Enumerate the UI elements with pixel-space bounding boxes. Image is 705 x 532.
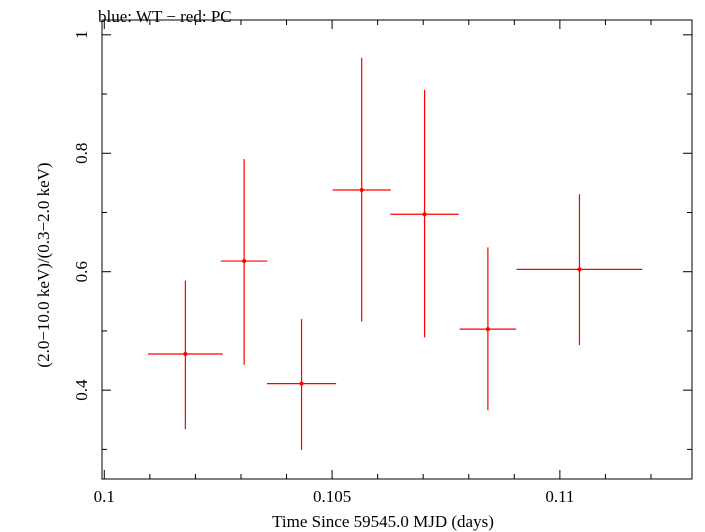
data-point — [266, 319, 337, 450]
point-marker — [422, 212, 427, 217]
data-point — [332, 57, 391, 322]
y-tick-label: 1 — [72, 31, 91, 40]
y-tick-label: 0.4 — [72, 379, 91, 401]
data-point — [459, 247, 517, 411]
x-axis: 0.1 0.105 0.11 — [94, 20, 652, 506]
point-marker — [359, 187, 364, 192]
x-tick-label: 0.1 — [94, 487, 115, 506]
point-marker — [242, 259, 247, 264]
x-tick-label: 0.11 — [545, 487, 574, 506]
y-tick-label: 0.8 — [72, 143, 91, 164]
data-series — [148, 57, 643, 450]
x-tick-label: 0.105 — [313, 487, 351, 506]
x-axis-label: Time Since 59545.0 MJD (days) — [272, 512, 494, 531]
point-marker — [485, 327, 490, 332]
point-marker — [183, 352, 188, 357]
data-point — [390, 89, 459, 338]
point-marker — [577, 267, 582, 272]
point-marker — [299, 381, 304, 386]
chart-title: blue: WT − red: PC — [98, 7, 232, 26]
data-point — [220, 159, 268, 365]
y-axis: 0.4 0.6 0.8 1 — [72, 31, 692, 450]
data-point — [516, 194, 643, 346]
y-tick-label: 0.6 — [72, 261, 91, 282]
y-axis-label: (2.0−10.0 keV)/(0.3−2.0 keV) — [34, 162, 53, 367]
data-point — [148, 280, 223, 430]
plot-frame — [101, 19, 693, 480]
